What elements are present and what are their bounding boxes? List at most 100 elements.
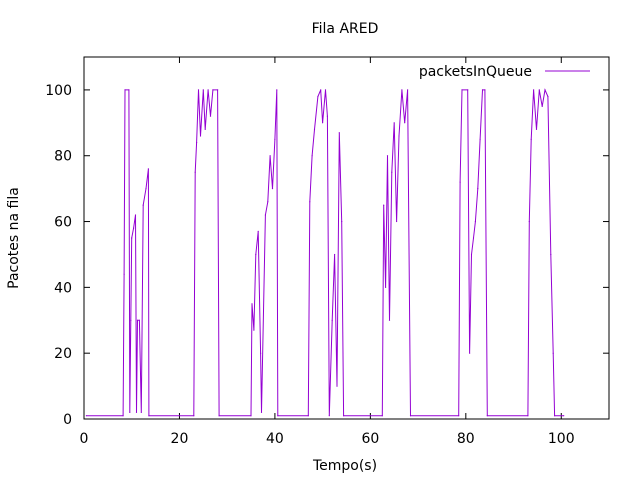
data-point xyxy=(470,253,473,256)
data-point xyxy=(393,122,395,124)
data-point xyxy=(217,89,219,91)
data-point xyxy=(264,214,266,216)
data-point xyxy=(202,89,204,91)
data-point xyxy=(477,188,479,190)
data-point xyxy=(527,415,529,417)
data-point xyxy=(326,115,328,117)
data-point xyxy=(341,220,343,223)
data-point xyxy=(197,89,200,91)
data-point xyxy=(313,128,316,130)
data-point xyxy=(479,138,481,140)
data-point xyxy=(122,415,124,417)
x-axis-label: Tempo(s) xyxy=(312,458,377,474)
data-point xyxy=(324,89,327,91)
x-tick-label: 100 xyxy=(548,431,575,447)
x-tick-label: 80 xyxy=(457,431,475,447)
data-point xyxy=(267,201,269,203)
x-tick-label: 40 xyxy=(266,431,284,447)
series-group xyxy=(85,88,565,417)
data-point xyxy=(552,352,554,354)
data-point xyxy=(544,89,546,91)
data-point xyxy=(212,89,214,91)
series-line xyxy=(86,88,564,417)
data-point xyxy=(218,415,220,417)
data-point xyxy=(383,204,385,206)
data-point xyxy=(550,253,552,256)
data-point xyxy=(309,201,311,203)
data-point xyxy=(343,415,345,417)
y-tick-label: 40 xyxy=(54,280,72,296)
data-point xyxy=(320,89,322,91)
data-point xyxy=(257,230,259,232)
data-point xyxy=(386,155,389,157)
data-point xyxy=(133,227,135,229)
data-point xyxy=(538,89,540,91)
x-tick-label: 20 xyxy=(171,431,189,447)
data-point xyxy=(334,253,336,256)
legend: packetsInQueue xyxy=(419,64,590,80)
data-point xyxy=(458,415,460,417)
data-point xyxy=(136,319,139,321)
y-axis-label: Pacotes na fila xyxy=(6,187,22,289)
data-point xyxy=(535,128,538,130)
data-point xyxy=(276,89,278,91)
data-point xyxy=(250,415,252,417)
y-tick-label: 100 xyxy=(45,83,72,99)
data-point xyxy=(307,415,309,417)
data-point xyxy=(123,273,125,275)
data-point xyxy=(547,95,549,98)
data-point xyxy=(130,319,132,321)
data-point xyxy=(563,415,565,417)
data-point xyxy=(409,415,412,417)
data-point xyxy=(541,105,543,107)
y-tick-label: 80 xyxy=(54,149,72,165)
data-point xyxy=(472,237,475,239)
data-point xyxy=(391,171,393,173)
data-point xyxy=(147,168,149,170)
data-point xyxy=(530,138,532,140)
data-point xyxy=(396,220,398,223)
legend-label: packetsInQueue xyxy=(419,64,532,80)
data-point xyxy=(554,415,556,417)
data-point xyxy=(469,352,471,354)
data-point xyxy=(271,188,274,190)
data-point xyxy=(85,415,87,417)
data-point xyxy=(148,415,150,417)
data-point xyxy=(407,89,409,91)
data-point xyxy=(311,155,313,157)
data-point xyxy=(135,411,138,413)
data-point xyxy=(331,319,333,321)
data-point xyxy=(140,411,142,413)
data-point xyxy=(317,95,319,98)
data-point xyxy=(131,237,133,239)
data-point xyxy=(207,89,209,91)
data-point xyxy=(193,415,195,417)
data-point xyxy=(404,122,406,124)
data-point xyxy=(145,188,147,190)
data-point xyxy=(533,89,535,91)
data-point xyxy=(129,411,131,413)
data-point xyxy=(401,89,403,91)
plot-frame xyxy=(83,56,610,420)
data-point xyxy=(461,89,463,91)
data-point xyxy=(322,122,324,124)
data-point xyxy=(467,89,469,91)
data-point xyxy=(385,286,387,288)
x-tick-label: 60 xyxy=(361,431,379,447)
data-point xyxy=(277,415,279,417)
data-point xyxy=(196,142,198,144)
data-point xyxy=(124,89,126,91)
data-point xyxy=(486,415,488,417)
chart-title: Fila ARED xyxy=(312,21,379,37)
data-point xyxy=(251,303,253,305)
data-point xyxy=(481,89,484,91)
data-point xyxy=(338,132,340,134)
data-point xyxy=(388,319,391,321)
data-point xyxy=(209,115,212,117)
x-tick-label: 0 xyxy=(80,431,89,447)
data-point xyxy=(381,415,383,417)
data-point xyxy=(474,220,476,223)
y-tick-label: 60 xyxy=(54,215,72,231)
data-point xyxy=(138,319,140,321)
